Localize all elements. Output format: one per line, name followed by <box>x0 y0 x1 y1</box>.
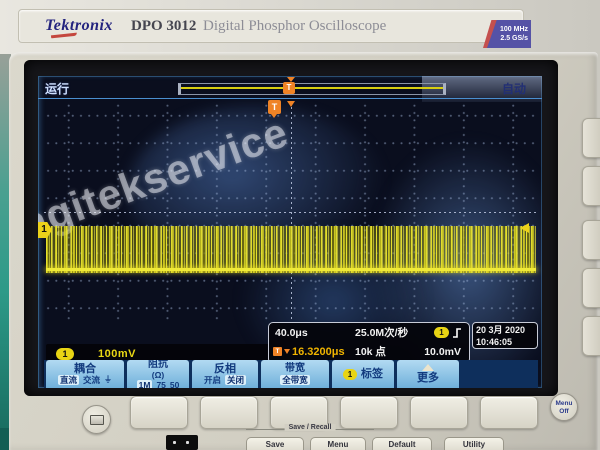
menu-label: 带宽 <box>285 363 305 374</box>
trigger-point-arrow-icon <box>287 101 295 107</box>
save-button[interactable]: Save <box>246 437 304 450</box>
invert-option-off[interactable]: 关闭 <box>225 375 247 385</box>
side-softkey-3[interactable] <box>582 220 600 260</box>
save-menu-button[interactable]: Menu <box>310 437 366 450</box>
side-softkey-4[interactable] <box>582 268 600 308</box>
impedance-option-50[interactable]: 50 <box>169 379 180 389</box>
delay-arrow-icon <box>284 349 290 354</box>
glass-reflection <box>422 76 542 102</box>
menu-off-button[interactable]: Menu Off <box>550 393 578 421</box>
rising-edge-icon <box>453 327 461 338</box>
menu-label: 反相 <box>214 363 236 375</box>
ground-icon: ⏚ <box>104 375 113 384</box>
menu-label: 更多 <box>417 372 439 384</box>
impedance-option-1m[interactable]: 1M <box>136 379 153 388</box>
graticule-center-horizontal <box>44 212 538 213</box>
bandwidth-value[interactable]: 全带宽 <box>280 375 310 385</box>
menu-item-impedance[interactable]: 阻抗 (Ω) 1M 75 50 <box>127 360 189 388</box>
channel1-scale: 100mV <box>98 347 136 360</box>
more-up-icon <box>422 364 434 371</box>
printer-icon <box>90 415 104 425</box>
menu-item-more[interactable]: 更多 <box>397 360 459 388</box>
menu-item-coupling[interactable]: 耦合 直流 交流 ⏚ <box>46 360 124 388</box>
menu-item-invert[interactable]: 反相 开启 关闭 <box>192 360 258 388</box>
badge-samplerate: 2.5 GS/s <box>500 35 528 42</box>
datetime-readout: 20 3月 2020 10:46:05 <box>472 322 538 349</box>
coupling-option-ac[interactable]: 交流 <box>83 375 101 385</box>
record-length: 10k 点 <box>355 346 386 358</box>
trigger-source-slope: 1 <box>421 327 467 339</box>
trigger-mode-status: 自动 <box>501 82 526 96</box>
waveform-baseline <box>46 268 536 271</box>
record-view-bar: T <box>178 77 446 95</box>
bottom-softkey-6[interactable] <box>480 396 538 429</box>
lcd-display: 运行 自动 T T agitekservice 1 1 100mV 40.0μs… <box>38 76 542 388</box>
trigger-t-icon: T <box>273 347 282 356</box>
impedance-option-75[interactable]: 75 <box>156 379 166 389</box>
horizontal-trigger-readout: 40.0μs 25.0M次/秒 1 T 16.3200μs 10k 点 10.0… <box>268 322 470 364</box>
brand-logo: Tektronix <box>45 17 113 34</box>
badge-bandwidth: 100 MHz <box>499 26 528 33</box>
side-softkey-1[interactable] <box>582 118 600 158</box>
trigger-point-flag: T <box>268 100 281 118</box>
menu-item-label[interactable]: 1 标签 <box>332 360 394 388</box>
sample-rate: 25.0M次/秒 <box>355 327 409 339</box>
default-setup-button[interactable]: Default <box>372 437 432 450</box>
trigger-source-badge: 1 <box>434 327 449 338</box>
coupling-option-dc[interactable]: 直流 <box>57 375 79 385</box>
background-wall <box>0 54 11 450</box>
bottom-softkey-4[interactable] <box>340 396 398 429</box>
model-description: Digital Phosphor Oscilloscope <box>203 18 387 34</box>
usb-port[interactable] <box>166 435 198 450</box>
bottom-softkey-1[interactable] <box>130 396 188 429</box>
softkey-menu-bar: 耦合 直流 交流 ⏚ 阻抗 (Ω) 1M 75 50 反相 开启 <box>44 360 538 388</box>
label-channel-badge: 1 <box>343 368 357 380</box>
save-recall-group: Save / Recall <box>246 424 374 448</box>
trigger-level: 10.0mV <box>424 345 461 358</box>
side-softkey-2[interactable] <box>582 166 600 206</box>
side-softkey-5[interactable] <box>582 316 600 356</box>
menu-label: 阻抗 <box>148 360 168 370</box>
invert-option-on[interactable]: 开启 <box>203 375 221 385</box>
utility-button[interactable]: Utility <box>444 437 504 450</box>
date: 20 3月 2020 <box>476 325 526 335</box>
bottom-softkey-3[interactable] <box>270 396 328 429</box>
menu-item-bandwidth[interactable]: 带宽 全带宽 <box>261 360 329 388</box>
trigger-position-arrow-icon <box>287 77 295 82</box>
status-divider <box>38 98 542 99</box>
menu-label: 标签 <box>361 368 383 380</box>
menu-label: 耦合 <box>74 363 96 375</box>
bottom-softkey-5[interactable] <box>410 396 468 429</box>
impedance-unit: (Ω) <box>151 369 165 380</box>
waveform-noise-band <box>46 226 536 273</box>
brand-band: Tektronix DPO 3012 Digital Phosphor Osci… <box>18 9 531 48</box>
reference-arrow-icon <box>520 223 529 233</box>
save-recall-label: Save / Recall <box>284 424 336 431</box>
channel1-ground-marker: 1 <box>38 222 52 238</box>
model-number: DPO 3012 <box>131 18 197 34</box>
bottom-softkey-2[interactable] <box>200 396 258 429</box>
channel1-badge: 1 <box>56 347 74 360</box>
time: 10:46:05 <box>476 337 513 347</box>
channel1-readout: 1 100mV <box>46 344 270 363</box>
status-bar: 运行 自动 T <box>38 76 542 98</box>
timebase-scale: 40.0μs <box>275 326 308 339</box>
horizontal-delay-readout: T 16.3200μs <box>269 346 355 358</box>
record-waveform-line <box>181 87 443 89</box>
acquisition-status: 运行 <box>45 82 70 96</box>
delay-value: 16.3200μs <box>292 345 345 358</box>
print-button[interactable] <box>82 405 111 434</box>
trigger-position-marker: T <box>283 82 295 94</box>
